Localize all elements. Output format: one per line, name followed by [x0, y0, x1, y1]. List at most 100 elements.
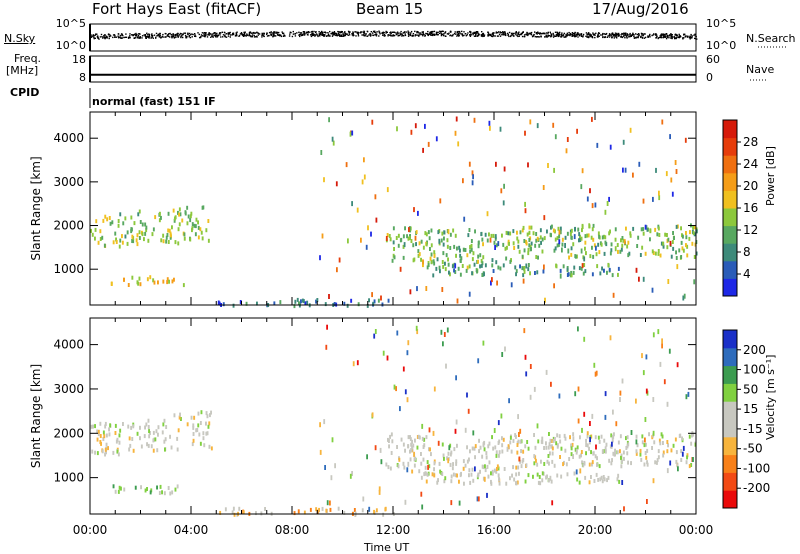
nsky-point — [461, 33, 464, 35]
scatter-cell-velocity — [118, 485, 121, 490]
scatter-cell-velocity — [432, 430, 435, 436]
scatter-cell-velocity — [484, 468, 487, 473]
scatter-cell-power — [403, 242, 406, 248]
scatter-cell-velocity — [551, 459, 554, 464]
scatter-cell-velocity — [96, 437, 99, 442]
scatter-cell-velocity — [694, 442, 697, 447]
scatter-cell-velocity — [615, 421, 618, 427]
scatter-cell-velocity — [533, 386, 536, 392]
scatter-cell-velocity — [646, 448, 649, 453]
scatter-cell-velocity — [610, 444, 613, 449]
scatter-cell-power — [495, 161, 497, 167]
nsky-point — [527, 33, 529, 35]
nsky-point — [194, 33, 196, 35]
nsky-point — [602, 36, 604, 39]
nsky-point — [158, 34, 160, 36]
scatter-cell-power — [468, 264, 471, 269]
nsky-point — [469, 34, 471, 36]
nsky-point — [369, 33, 372, 35]
scatter-cell-power — [609, 144, 612, 150]
scatter-cell-velocity — [471, 446, 474, 451]
nsky-point — [481, 31, 483, 33]
nsky-point — [374, 32, 377, 34]
scatter-cell-velocity — [515, 481, 517, 486]
scatter-cell-velocity — [445, 363, 447, 369]
scatter-cell-power — [466, 253, 469, 258]
scatter-cell-velocity — [149, 490, 152, 495]
scatter-cell-velocity — [474, 466, 476, 472]
nsky-point — [608, 36, 611, 38]
scatter-cell-power — [579, 234, 581, 239]
scatter-cell-velocity — [192, 438, 195, 443]
scatter-cell-power — [187, 214, 190, 219]
nsky-point — [614, 32, 617, 34]
scatter-cell-velocity — [154, 437, 157, 442]
scatter-cell-power — [578, 232, 581, 237]
scatter-cell-power — [472, 174, 474, 180]
scatter-cell-velocity — [476, 496, 479, 502]
nsky-point — [456, 31, 458, 33]
scatter-cell-power — [489, 125, 491, 131]
scatter-cell-velocity — [443, 456, 445, 461]
nsky-point — [458, 35, 460, 37]
scatter-cell-power — [463, 216, 466, 222]
scatter-cell-velocity — [349, 473, 352, 479]
nsky-point — [552, 32, 554, 35]
nsky-point — [375, 35, 378, 37]
nsky-point — [517, 33, 519, 36]
nsky-point — [143, 34, 145, 36]
nsky-tick-left: 10^5 — [56, 17, 86, 30]
scatter-cell-velocity — [493, 428, 496, 433]
scatter-cell-velocity — [541, 440, 544, 445]
scatter-cell-velocity — [687, 391, 690, 397]
nsky-point — [473, 35, 476, 37]
velocity-colorbar-swatch — [723, 419, 737, 438]
scatter-cell-power — [402, 234, 405, 239]
nsky-point — [537, 36, 539, 38]
power-colorbar-swatch — [723, 243, 737, 262]
scatter-cell-velocity — [659, 361, 662, 367]
nsky-point — [349, 31, 351, 33]
nsky-point — [316, 34, 319, 36]
scatter-cell-power — [481, 261, 484, 266]
scatter-cell-velocity — [474, 444, 477, 449]
nsky-point — [157, 34, 159, 37]
scatter-cell-velocity — [566, 472, 569, 477]
scatter-cell-power — [684, 137, 687, 143]
nsky-point — [132, 34, 134, 37]
scatter-cell-power — [201, 236, 204, 241]
scatter-cell-power — [466, 265, 469, 270]
scatter-cell-velocity — [466, 445, 468, 450]
nsky-point — [157, 33, 159, 36]
nsky-point — [647, 35, 650, 38]
nsky-point — [511, 34, 513, 36]
scatter-cell-velocity — [131, 437, 134, 441]
scatter-cell-power — [565, 148, 568, 154]
nsky-point — [378, 35, 380, 37]
scatter-cell-power — [467, 233, 470, 238]
scatter-cell-velocity — [129, 443, 132, 448]
scatter-cell-power — [217, 300, 220, 305]
scatter-cell-velocity — [343, 510, 346, 515]
nsky-point — [616, 32, 618, 35]
velocity-colorbar-swatch — [723, 401, 737, 420]
velocity-colorbar-tick-label: -50 — [743, 442, 763, 456]
scatter-cell-velocity — [455, 375, 457, 381]
scatter-cell-power — [537, 255, 539, 260]
nsky-point — [344, 32, 347, 35]
scatter-cell-velocity — [331, 437, 334, 443]
cpid-value: normal (fast) 151 IF — [92, 95, 216, 108]
scatter-cell-velocity — [163, 491, 166, 496]
nsky-point — [684, 36, 687, 38]
nsky-point — [214, 34, 217, 36]
scatter-cell-power — [574, 227, 576, 232]
scatter-cell-power — [375, 217, 378, 223]
scatter-cell-velocity — [547, 445, 550, 450]
scatter-cell-velocity — [500, 413, 503, 419]
nsky-point — [273, 35, 276, 37]
freq-tick-left: 18 — [72, 53, 86, 66]
nsky-point — [519, 33, 521, 36]
nsky-point — [636, 33, 639, 36]
nsky-point — [159, 36, 161, 38]
nsky-point — [307, 32, 309, 34]
